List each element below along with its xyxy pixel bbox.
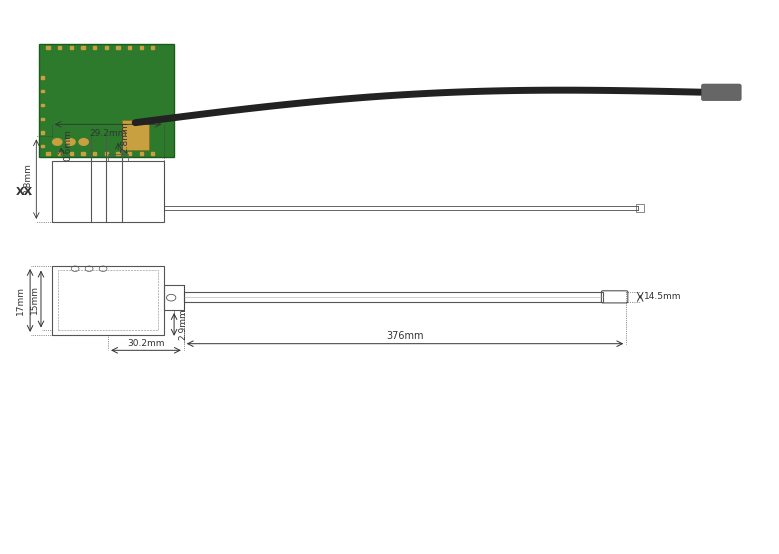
Bar	[47, 152, 50, 155]
Bar	[41, 104, 44, 106]
Bar	[108, 153, 129, 161]
Bar	[69, 152, 73, 155]
Text: 15mm: 15mm	[30, 285, 39, 314]
Bar	[636, 204, 644, 212]
Bar	[52, 266, 164, 335]
Bar	[93, 152, 97, 155]
FancyBboxPatch shape	[39, 44, 174, 157]
Bar	[52, 161, 164, 222]
Bar	[116, 46, 119, 49]
Bar	[81, 46, 85, 49]
Bar	[128, 152, 131, 155]
Circle shape	[65, 138, 75, 145]
Bar	[81, 152, 85, 155]
FancyBboxPatch shape	[702, 84, 741, 101]
Bar	[41, 76, 44, 79]
Text: 376mm: 376mm	[386, 331, 424, 341]
Bar	[128, 46, 131, 49]
Bar	[139, 152, 143, 155]
Bar	[69, 46, 73, 49]
Bar	[104, 46, 108, 49]
Bar	[116, 152, 119, 155]
Bar	[164, 285, 184, 310]
Bar	[151, 46, 154, 49]
Text: XX: XX	[16, 187, 33, 197]
Bar	[41, 131, 44, 134]
Bar	[58, 46, 62, 49]
Text: 3.8mm: 3.8mm	[23, 163, 33, 195]
Text: 2.8mm: 2.8mm	[121, 121, 129, 153]
Circle shape	[79, 138, 88, 145]
Bar	[41, 145, 44, 147]
Bar	[58, 152, 62, 155]
Bar	[184, 292, 603, 302]
Bar	[41, 117, 44, 120]
Text: 29.2mm: 29.2mm	[90, 129, 127, 138]
Text: 17mm: 17mm	[16, 286, 26, 315]
Circle shape	[53, 138, 62, 145]
Bar	[122, 120, 150, 150]
Bar	[104, 152, 108, 155]
Bar	[139, 46, 143, 49]
Bar	[58, 270, 158, 331]
Text: 2.9mm: 2.9mm	[178, 309, 188, 340]
Bar	[47, 46, 50, 49]
Bar	[151, 152, 154, 155]
Text: 14.5mm: 14.5mm	[644, 293, 682, 301]
Text: 30.2mm: 30.2mm	[127, 338, 164, 347]
Bar	[93, 46, 97, 49]
Text: 0.6mm: 0.6mm	[63, 129, 72, 161]
Bar	[41, 90, 44, 93]
